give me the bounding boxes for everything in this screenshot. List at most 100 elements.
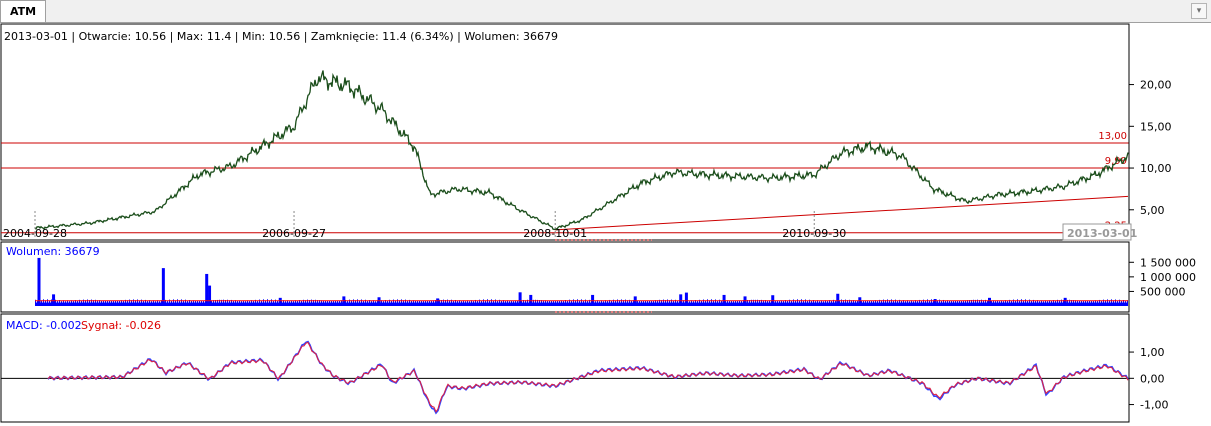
volume-bar xyxy=(247,300,248,303)
volume-bar xyxy=(567,300,568,303)
volume-bar xyxy=(559,301,560,303)
volume-bar xyxy=(289,301,290,303)
tab-scroll-icon[interactable]: ▾ xyxy=(1191,3,1207,19)
volume-bar xyxy=(551,300,552,303)
volume-bar xyxy=(713,300,714,303)
volume-bar xyxy=(729,301,730,303)
volume-bar xyxy=(677,300,678,303)
volume-bar xyxy=(787,300,788,303)
volume-bar xyxy=(469,301,470,303)
volume-bar xyxy=(465,301,466,303)
volume-bar xyxy=(331,300,332,303)
volume-spike xyxy=(858,297,862,306)
volume-bar xyxy=(497,300,498,303)
volume-spike xyxy=(377,297,381,306)
volume-bar xyxy=(509,301,510,303)
volume-bar xyxy=(295,300,296,303)
volume-bar xyxy=(937,300,938,303)
volume-bar xyxy=(251,300,252,303)
volume-bar xyxy=(355,300,356,303)
volume-bar xyxy=(197,300,198,303)
volume-bar xyxy=(997,300,998,303)
volume-bar xyxy=(319,300,320,303)
volume-bar xyxy=(803,300,804,303)
volume-bar xyxy=(151,301,152,303)
volume-bar xyxy=(921,300,922,303)
volume-bar xyxy=(339,300,340,303)
volume-bar xyxy=(505,301,506,303)
volume-bar xyxy=(359,300,360,303)
stock-chart[interactable]: 2013-03-01 | Otwarcie: 10.56 | Max: 11.4… xyxy=(0,23,1211,426)
cursor-date-label: 2013-03-01 xyxy=(1067,227,1137,240)
volume-bar xyxy=(1117,300,1118,303)
macd-tick-label: 0,00 xyxy=(1140,372,1165,385)
volume-bar xyxy=(1001,300,1002,303)
volume-bar xyxy=(269,300,270,303)
volume-bar xyxy=(763,300,764,303)
volume-bar xyxy=(853,300,854,303)
volume-bar xyxy=(493,300,494,303)
volume-bar xyxy=(605,300,606,303)
volume-bar xyxy=(257,300,258,303)
volume-bar xyxy=(253,300,254,303)
price-y-axis: 5,00 10,00 15,00 20,00 xyxy=(1128,24,1172,240)
volume-bar xyxy=(373,300,374,303)
volume-bar xyxy=(131,300,132,303)
volume-bar xyxy=(69,301,70,303)
volume-bar xyxy=(481,300,482,303)
volume-bar xyxy=(861,300,862,303)
volume-bar xyxy=(121,300,122,303)
volume-bar xyxy=(427,300,428,303)
volume-bar xyxy=(287,300,288,303)
volume-bar xyxy=(799,300,800,303)
volume-bar xyxy=(1041,300,1042,303)
volume-bar xyxy=(857,300,858,303)
volume-bar xyxy=(391,300,392,303)
volume-bar xyxy=(67,300,68,303)
volume-bar xyxy=(631,300,632,303)
volume-bar xyxy=(657,300,658,303)
tab-atm[interactable]: ATM xyxy=(0,0,46,22)
volume-bar xyxy=(77,300,78,303)
volume-spike xyxy=(987,297,991,306)
volume-bar xyxy=(245,301,246,303)
volume-bar xyxy=(643,300,644,303)
date-tick-label: 2004-09-28 xyxy=(3,227,67,240)
volume-bar xyxy=(917,301,918,303)
volume-bar xyxy=(873,300,874,303)
volume-bar xyxy=(701,300,702,303)
volume-spike xyxy=(933,299,937,306)
date-x-axis: 2004-09-28 2006-09-27 2008-10-01 2010-09-30 xyxy=(3,211,846,241)
volume-bar xyxy=(645,300,646,303)
volume-bar xyxy=(119,300,120,303)
volume-bar xyxy=(993,300,994,303)
volume-spike xyxy=(278,297,282,306)
volume-bar xyxy=(103,300,104,303)
volume-bar xyxy=(1035,301,1036,303)
volume-bar xyxy=(749,300,750,303)
volume-bar xyxy=(1007,300,1008,303)
volume-bar xyxy=(291,300,292,303)
volume-bar xyxy=(599,301,600,303)
volume-bar xyxy=(1039,301,1040,303)
volume-bar xyxy=(385,300,386,303)
volume-bar xyxy=(741,300,742,303)
volume-bar xyxy=(661,300,662,303)
macd-tick-label: 1,00 xyxy=(1140,346,1165,359)
volume-bar xyxy=(201,300,202,303)
volume-bar xyxy=(893,300,894,303)
volume-spike xyxy=(436,298,440,306)
volume-bar xyxy=(431,300,432,303)
volume-bar xyxy=(453,300,454,303)
volume-bar xyxy=(213,300,214,303)
volume-bar xyxy=(387,300,388,303)
volume-bar xyxy=(795,300,796,303)
volume-bar xyxy=(155,301,156,303)
volume-bar xyxy=(951,300,952,303)
chart-background xyxy=(0,23,1211,426)
volume-bar xyxy=(855,300,856,303)
volume-title: Wolumen: 36679 xyxy=(6,245,100,258)
volume-bar xyxy=(775,301,776,303)
volume-bar xyxy=(1071,300,1072,303)
volume-bar xyxy=(143,300,144,303)
